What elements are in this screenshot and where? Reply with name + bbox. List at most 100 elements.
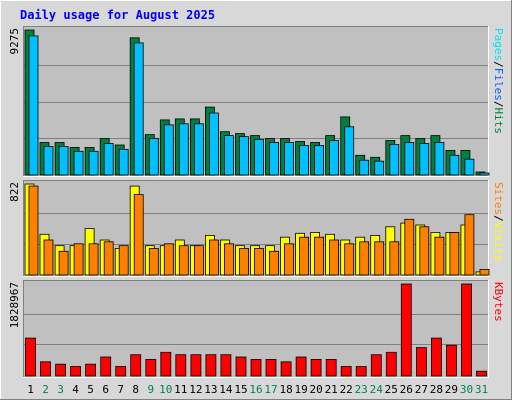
- x-tick-label-12: 12: [189, 383, 202, 396]
- x-tick-label-15: 15: [234, 383, 247, 396]
- x-tick-label-14: 14: [219, 383, 233, 396]
- bar-sites-7: [118, 245, 129, 276]
- bar-sites-21: [329, 239, 340, 276]
- bar-kbytes-26: [400, 283, 412, 377]
- bar-files-18: [284, 142, 294, 176]
- panel-kbytes: 1828967 KBytes: [8, 280, 505, 378]
- bar-files-10: [163, 124, 174, 176]
- bar-sites-8: [133, 194, 144, 276]
- x-tick-label-13: 13: [204, 383, 217, 396]
- bar-files-4: [73, 150, 84, 176]
- bar-sites-10: [163, 243, 174, 276]
- legend-part-1: /: [492, 61, 505, 68]
- x-tick-label-6: 6: [102, 383, 109, 396]
- bar-kbytes-8: [130, 354, 142, 377]
- bar-files-22: [344, 126, 355, 176]
- bar-files-27: [419, 143, 430, 176]
- bar-sites-9: [148, 248, 159, 276]
- bar-sites-11: [178, 245, 189, 276]
- x-tick-label-17: 17: [264, 383, 277, 396]
- legend-part-1: /: [492, 215, 505, 222]
- x-tick-label-28: 28: [430, 383, 443, 396]
- bar-kbytes-1: [25, 337, 36, 377]
- bar-sites-31: [479, 268, 490, 276]
- bar-files-31: [479, 172, 490, 176]
- bar-kbytes-21: [325, 358, 337, 377]
- bar-files-23: [359, 159, 370, 176]
- legend-part-4: Hits: [492, 108, 505, 135]
- bar-kbytes-19: [295, 356, 307, 377]
- bar-sites-14: [223, 243, 234, 276]
- bar-kbytes-4: [70, 366, 81, 377]
- y-axis-max-label: 9275: [8, 28, 21, 55]
- x-tick-label-30: 30: [460, 383, 473, 396]
- bar-files-15: [239, 136, 249, 176]
- bar-files-1: [28, 35, 39, 176]
- bar-sites-26: [404, 218, 415, 276]
- x-tick-label-2: 2: [42, 383, 49, 396]
- bar-kbytes-17: [265, 358, 277, 377]
- bar-files-30: [464, 158, 475, 176]
- bar-sites-2: [43, 239, 54, 276]
- x-tick-label-26: 26: [400, 383, 413, 396]
- bar-kbytes-5: [85, 363, 96, 377]
- x-tick-label-11: 11: [174, 383, 187, 396]
- bar-files-9: [148, 138, 159, 176]
- x-tick-label-31: 31: [475, 383, 488, 396]
- bar-files-19: [299, 145, 310, 176]
- bar-sites-16: [254, 248, 264, 276]
- bar-files-26: [404, 142, 415, 176]
- x-tick-label-1: 1: [27, 383, 34, 396]
- bar-sites-30: [464, 214, 475, 276]
- y-axis-max-label: 822: [8, 182, 21, 202]
- bar-files-5: [88, 150, 99, 176]
- legend-part-0: Pages: [492, 28, 505, 61]
- bar-kbytes-2: [40, 361, 51, 377]
- legend-part-2: Visits: [492, 222, 505, 262]
- bar-sites-13: [208, 239, 219, 276]
- chart-title: Daily usage for August 2025: [20, 8, 215, 22]
- x-tick-label-25: 25: [385, 383, 398, 396]
- bar-sites-17: [269, 250, 279, 276]
- bar-sites-19: [299, 236, 310, 276]
- x-tick-label-27: 27: [415, 383, 428, 396]
- bar-sites-22: [344, 243, 355, 276]
- bar-sites-4: [73, 243, 84, 276]
- legend-part-0: Sites: [492, 182, 505, 215]
- legend-part-2: Files: [492, 68, 505, 101]
- legend-part-3: /: [492, 101, 505, 108]
- panel-legend-label: KBytes: [492, 282, 505, 322]
- bar-files-29: [449, 154, 460, 176]
- bar-kbytes-11: [175, 354, 187, 377]
- bar-files-12: [193, 123, 204, 176]
- bar-kbytes-23: [355, 366, 367, 377]
- bar-kbytes-18: [280, 361, 292, 377]
- bar-files-21: [329, 140, 340, 176]
- bar-sites-29: [449, 232, 460, 276]
- bar-kbytes-29: [445, 344, 457, 377]
- bar-kbytes-6: [100, 356, 112, 377]
- bar-sites-5: [88, 243, 99, 276]
- bar-files-16: [254, 139, 264, 176]
- bar-kbytes-25: [385, 351, 397, 377]
- x-tick-label-20: 20: [309, 383, 322, 396]
- bar-sites-24: [374, 241, 385, 276]
- bar-sites-18: [284, 243, 294, 276]
- x-axis-tick-labels: 1 2 3 4 5 6 7 8 9 10 11 12 13 14 15 16 17 18 19 20 21 22 23 24 2…: [27, 383, 488, 396]
- bar-kbytes-28: [430, 337, 442, 377]
- x-tick-label-10: 10: [159, 383, 172, 396]
- bar-kbytes-30: [461, 283, 472, 377]
- bar-files-11: [178, 123, 189, 176]
- bar-files-2: [43, 145, 54, 176]
- x-tick-label-3: 3: [57, 383, 64, 396]
- bar-files-14: [223, 135, 234, 176]
- x-tick-label-18: 18: [279, 383, 292, 396]
- bar-sites-28: [434, 236, 445, 276]
- x-tick-label-23: 23: [355, 383, 368, 396]
- x-tick-label-21: 21: [325, 383, 338, 396]
- bar-kbytes-7: [115, 366, 127, 377]
- bar-kbytes-24: [370, 354, 382, 377]
- bar-files-7: [118, 148, 129, 176]
- bar-kbytes-13: [205, 354, 217, 377]
